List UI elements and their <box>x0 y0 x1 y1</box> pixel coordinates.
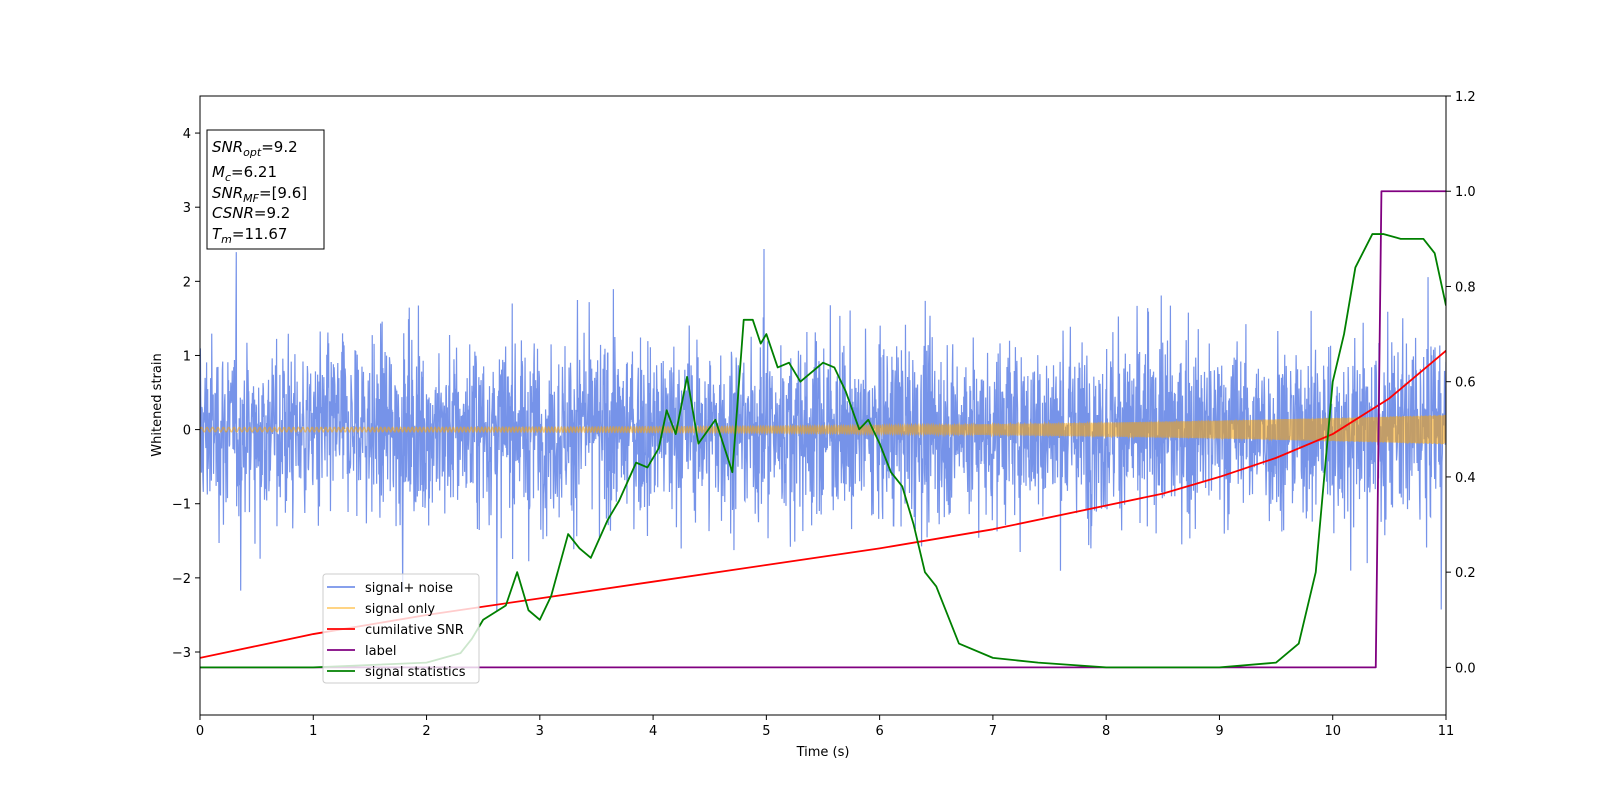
legend-label: signal+ noise <box>365 581 453 596</box>
x-tick-label: 1 <box>309 724 317 739</box>
y-tick-label: −2 <box>172 572 191 587</box>
y-tick-label: 1 <box>183 349 191 364</box>
y-axis-label: Whitened strain <box>150 353 165 456</box>
series-label-line <box>200 190 1446 669</box>
x-tick-label: 6 <box>875 724 883 739</box>
y2-tick-label: 1.0 <box>1455 185 1476 200</box>
annotation-line: SNRopt=9.2 <box>212 138 298 159</box>
legend-label: signal statistics <box>365 665 466 680</box>
x-tick-label: 9 <box>1215 724 1223 739</box>
y2-tick-label: 0.8 <box>1455 280 1476 295</box>
y2-tick-label: 0.0 <box>1455 661 1476 676</box>
x-tick-label: 8 <box>1102 724 1110 739</box>
annotation-line: Tm=11.67 <box>212 225 287 246</box>
annotation-line: Mc=6.21 <box>212 163 277 184</box>
x-tick-label: 5 <box>762 724 770 739</box>
x-tick-label: 7 <box>989 724 997 739</box>
legend-label: label <box>365 644 396 659</box>
legend-frame <box>322 573 480 684</box>
x-tick-label: 11 <box>1438 724 1455 739</box>
y-tick-label: 2 <box>183 275 191 290</box>
legend: signal+ noise signal only cumilative SNR la… <box>322 573 480 684</box>
annotation-line: CSNR=9.2 <box>212 204 290 222</box>
legend-entries: signal+ noise signal only cumilative SNR la… <box>327 581 466 680</box>
x-tick-label: 3 <box>536 724 544 739</box>
legend-label: signal only <box>365 602 435 617</box>
annotation-frame <box>206 129 325 250</box>
series-signal-only-line <box>200 414 1446 445</box>
y-tick-label: −1 <box>172 498 191 513</box>
plot-frame <box>199 95 1447 716</box>
x-axis-label: Time (s) <box>796 745 850 760</box>
axes-ticks-layer: 0 1 2 3 4 5 6 7 8 9 10 11 −3 −2 −1 0 1 2 3 4 0.0 0.2 0.4 0.6 0.8… <box>172 90 1476 739</box>
x-tick-label: 10 <box>1324 724 1341 739</box>
x-tick-label: 4 <box>649 724 657 739</box>
y-tick-label: 4 <box>183 127 191 142</box>
y2-tick-label: 0.2 <box>1455 566 1476 581</box>
x-tick-label: 2 <box>422 724 430 739</box>
y2-tick-label: 0.6 <box>1455 376 1476 391</box>
legend-label: cumilative SNR <box>365 623 464 638</box>
annotation-line: SNRMF=[9.6] <box>212 184 307 205</box>
y2-tick-label: 0.4 <box>1455 471 1476 486</box>
y-tick-label: −3 <box>172 646 191 661</box>
series-signal-statistics-line <box>200 233 1446 669</box>
y-tick-label: 0 <box>183 424 191 439</box>
y-tick-label: 3 <box>183 201 191 216</box>
x-tick-label: 0 <box>196 724 204 739</box>
y2-tick-label: 1.2 <box>1455 90 1476 105</box>
